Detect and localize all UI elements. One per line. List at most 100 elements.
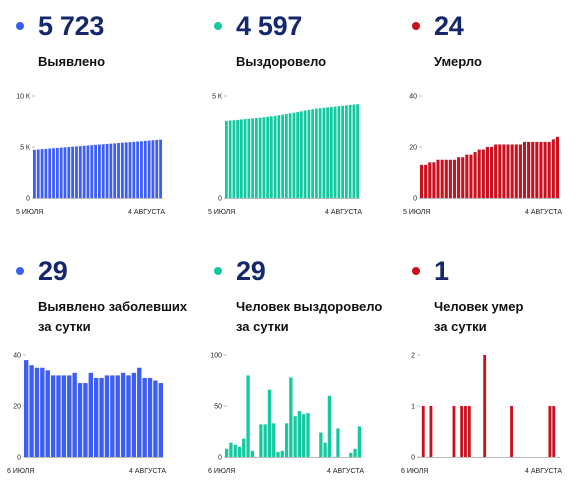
bar bbox=[147, 140, 151, 198]
bar bbox=[473, 152, 477, 198]
bar bbox=[477, 149, 481, 198]
bar bbox=[24, 360, 29, 457]
y-tick-label: 0 bbox=[218, 196, 222, 203]
x-tick-label: 4 АВГУСТА bbox=[325, 209, 362, 216]
bar bbox=[421, 406, 425, 457]
bar bbox=[45, 370, 50, 457]
bar bbox=[297, 411, 302, 457]
legend-dot bbox=[16, 267, 24, 275]
bar bbox=[240, 119, 243, 198]
y-tick-label: 0 bbox=[26, 196, 30, 203]
stat-value: 5 723 bbox=[38, 11, 105, 41]
y-tick-label: 0 bbox=[17, 455, 21, 462]
bar bbox=[345, 105, 348, 198]
bar bbox=[82, 145, 86, 198]
y-tick-label: 1 bbox=[411, 404, 415, 411]
bar bbox=[151, 140, 155, 198]
bar bbox=[272, 423, 276, 457]
bar bbox=[233, 444, 237, 457]
x-tick-label: 4 АВГУСТА bbox=[327, 468, 364, 475]
bar bbox=[353, 448, 357, 457]
bar bbox=[136, 141, 140, 198]
y-tick-label: 40 bbox=[13, 353, 21, 360]
bar bbox=[531, 141, 535, 198]
bar bbox=[502, 144, 506, 198]
bar bbox=[452, 159, 457, 198]
x-tick-label: 4 АВГУСТА bbox=[525, 468, 562, 475]
legend-dot bbox=[412, 267, 420, 275]
bar bbox=[281, 114, 284, 198]
bar bbox=[498, 144, 502, 198]
bar bbox=[59, 147, 63, 198]
bar bbox=[323, 442, 327, 457]
x-tick-label: 4 АВГУСТА bbox=[525, 209, 562, 216]
bar bbox=[229, 442, 233, 457]
bar bbox=[232, 120, 236, 198]
bar bbox=[94, 144, 97, 198]
x-tick-label: 4 АВГУСТА bbox=[129, 468, 166, 475]
bar bbox=[276, 451, 280, 457]
bar bbox=[262, 117, 266, 198]
bar bbox=[98, 144, 101, 198]
bar bbox=[44, 148, 48, 198]
bar bbox=[467, 406, 471, 457]
bar bbox=[33, 149, 36, 198]
bar bbox=[126, 375, 131, 457]
y-tick-label: 0 bbox=[218, 455, 222, 462]
bar bbox=[50, 375, 56, 457]
bar bbox=[293, 416, 297, 457]
bar bbox=[318, 108, 322, 198]
bar bbox=[464, 406, 467, 457]
x-tick-label: 5 ИЮЛЯ bbox=[16, 209, 43, 216]
bar bbox=[429, 406, 433, 457]
bar bbox=[120, 142, 124, 198]
bar bbox=[551, 139, 555, 198]
y-tick-label: 0 bbox=[411, 455, 415, 462]
bar bbox=[352, 104, 356, 198]
bar bbox=[322, 107, 326, 198]
bar bbox=[270, 116, 273, 198]
bar bbox=[263, 424, 267, 457]
bar bbox=[428, 162, 432, 198]
bar bbox=[246, 375, 250, 457]
bar-chart: 100 50 0 6 ИЮЛЯ 4 АВГУСТА bbox=[208, 353, 364, 476]
bar bbox=[55, 147, 59, 198]
bar bbox=[326, 107, 329, 198]
stat-label: Человек умер за сутки bbox=[434, 299, 524, 334]
bar bbox=[56, 375, 61, 457]
y-tick-label: 5 К bbox=[20, 145, 31, 152]
bar bbox=[132, 141, 136, 198]
bar bbox=[548, 406, 552, 457]
bar bbox=[280, 450, 284, 457]
bar bbox=[289, 377, 293, 457]
bar bbox=[52, 148, 55, 198]
bar bbox=[292, 112, 296, 198]
bar bbox=[481, 149, 485, 198]
bar bbox=[311, 109, 314, 198]
bar bbox=[242, 438, 246, 457]
bar bbox=[251, 118, 254, 198]
bar bbox=[490, 147, 494, 198]
bar bbox=[94, 377, 99, 457]
y-tick-label: 40 bbox=[409, 94, 417, 101]
bar-chart: 40 20 0 6 ИЮЛЯ 4 АВГУСТА bbox=[7, 353, 166, 476]
bar bbox=[77, 383, 83, 457]
stat-value: 24 bbox=[434, 11, 464, 41]
stat-value: 29 bbox=[236, 256, 266, 286]
bar bbox=[444, 159, 448, 198]
bar bbox=[243, 119, 247, 198]
bar bbox=[259, 424, 263, 457]
bar bbox=[115, 375, 120, 457]
legend-dot bbox=[16, 22, 24, 30]
bar bbox=[436, 159, 440, 198]
bar bbox=[306, 413, 310, 457]
bar bbox=[277, 115, 281, 198]
bar bbox=[330, 107, 333, 198]
bar bbox=[319, 432, 323, 457]
bar bbox=[527, 141, 531, 198]
y-tick-label: 5 К bbox=[212, 94, 223, 101]
bar bbox=[71, 146, 75, 198]
bar bbox=[288, 113, 292, 198]
stat-value: 1 bbox=[434, 256, 449, 286]
stat-label: Умерло bbox=[434, 54, 482, 69]
